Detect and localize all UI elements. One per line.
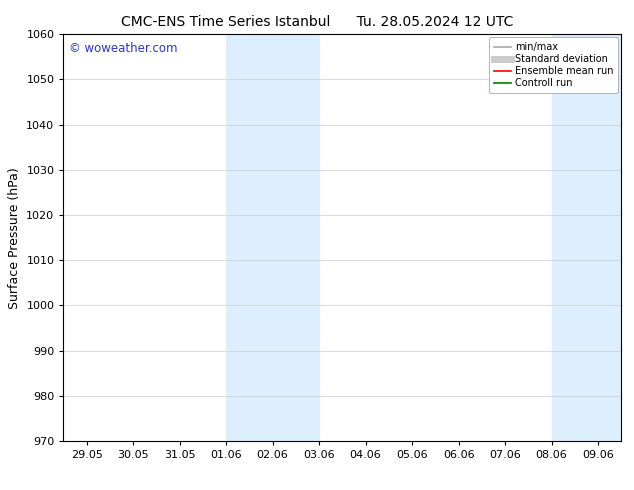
Y-axis label: Surface Pressure (hPa): Surface Pressure (hPa) (8, 167, 21, 309)
Legend: min/max, Standard deviation, Ensemble mean run, Controll run: min/max, Standard deviation, Ensemble me… (489, 37, 618, 93)
Bar (552, 34, 621, 441)
Text: © woweather.com: © woweather.com (69, 43, 178, 55)
Bar (226, 34, 319, 441)
Text: CMC-ENS Time Series Istanbul      Tu. 28.05.2024 12 UTC: CMC-ENS Time Series Istanbul Tu. 28.05.2… (121, 15, 513, 29)
